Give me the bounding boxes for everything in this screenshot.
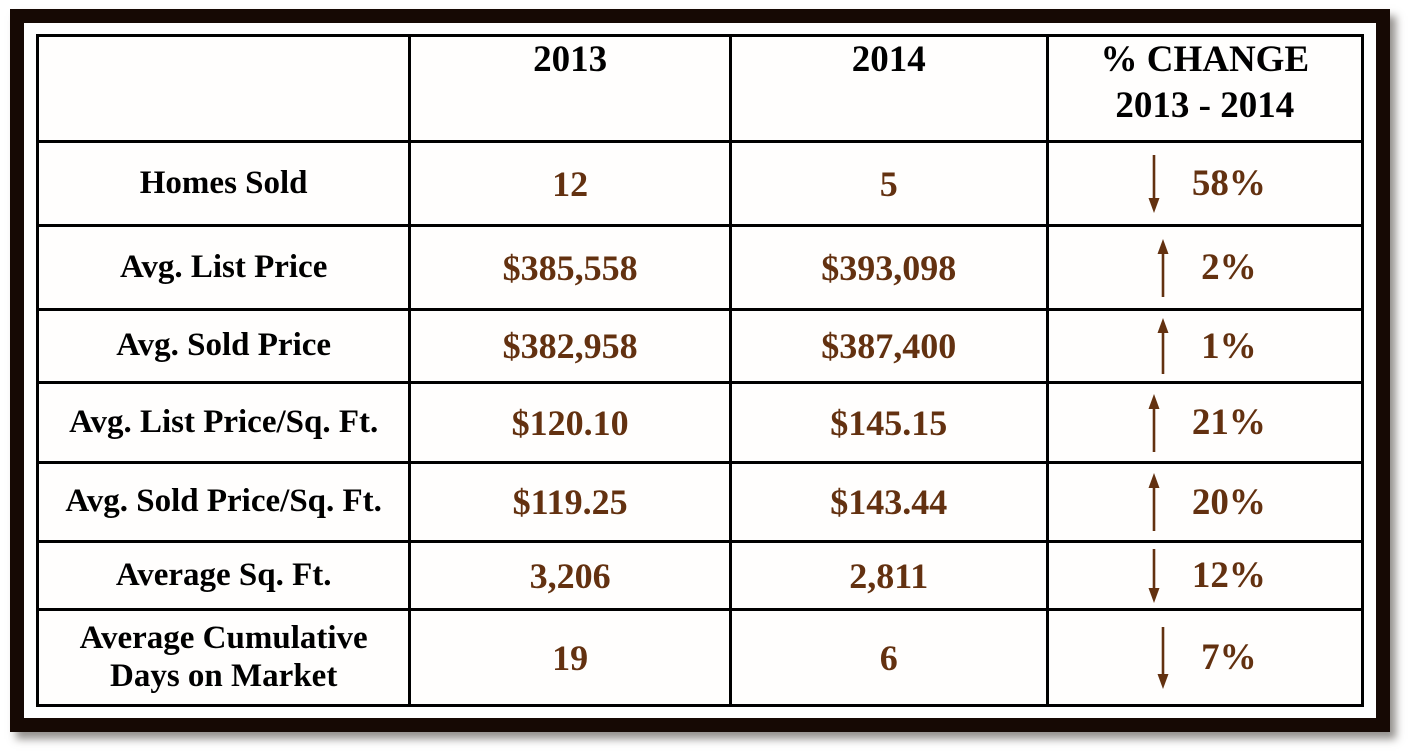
pct-change-line1: % CHANGE [1100,39,1310,80]
table-row-avg-list-price: Avg. List Price $385,558 $393,098 2% [35,224,1365,311]
down-arrow-icon [1153,626,1173,689]
pct-change-cell: 58% [1045,140,1365,227]
table-row-avg-list-price-sqft: Avg. List Price/Sq. Ft. $120.10 $145.15 … [35,381,1365,464]
value-2013: 12 [408,140,732,227]
value-2014: 2,811 [728,540,1049,611]
up-arrow-icon [1144,393,1164,452]
table-row-avg-sold-price-sqft: Avg. Sold Price/Sq. Ft. $119.25 $143.44 … [35,461,1365,543]
value-2014: 6 [728,608,1049,707]
pct-change-value: 1% [1201,325,1257,367]
value-2014: $393,098 [728,224,1049,311]
pct-change-value: 20% [1191,481,1266,523]
pct-change-cell: 20% [1045,461,1365,543]
pct-change-cell: 21% [1045,381,1365,464]
value-2014: $143.44 [728,461,1049,543]
value-2013: $119.25 [408,461,732,543]
header-row: 2013 2014 % CHANGE 2013 - 2014 [35,34,1365,143]
table-row-avg-sold-price: Avg. Sold Price $382,958 $387,400 1% [35,308,1365,384]
down-arrow-icon [1144,548,1164,603]
value-2014: 5 [728,140,1049,227]
pct-change-line2: 2013 - 2014 [1115,85,1295,127]
pct-change-value: 7% [1201,637,1257,678]
header-2013: 2013 [408,34,732,143]
value-2013: 19 [408,608,732,707]
value-2013: 3,206 [408,540,732,611]
up-arrow-icon [1153,318,1173,374]
pct-change-value: 58% [1191,163,1266,204]
up-arrow-icon [1153,238,1173,297]
table-row-homes-sold: Homes Sold 12 5 58% [35,140,1365,227]
table-row-avg-cumulative-dom: Average Cumulative Days on Market 19 6 7… [35,608,1365,707]
up-arrow-icon [1144,473,1164,531]
table-frame: 2013 2014 % CHANGE 2013 - 2014 Homes Sol… [10,9,1390,732]
row-label: Avg. Sold Price [35,308,412,384]
value-2014: $387,400 [728,308,1049,384]
row-label: Avg. List Price/Sq. Ft. [35,381,412,464]
value-2013: $385,558 [408,224,732,311]
pct-change-value: 21% [1191,402,1266,443]
row-label: Average Cumulative Days on Market [35,608,412,707]
row-label: Avg. List Price [35,224,412,311]
header-pct-change: % CHANGE 2013 - 2014 [1045,34,1365,143]
header-2014: 2014 [728,34,1049,143]
pct-change-cell: 7% [1045,608,1365,707]
table-row-average-sqft: Average Sq. Ft. 3,206 2,811 12% [35,540,1365,611]
row-label: Homes Sold [35,140,412,227]
down-arrow-icon [1144,154,1164,213]
pct-change-value: 12% [1191,555,1266,596]
value-2013: $120.10 [408,381,732,464]
pct-change-cell: 1% [1045,308,1365,384]
pct-change-cell: 2% [1045,224,1365,311]
value-2013: $382,958 [408,308,732,384]
header-empty-cell [35,34,412,143]
value-2014: $145.15 [728,381,1049,464]
pct-change-value: 2% [1201,247,1257,288]
row-label: Avg. Sold Price/Sq. Ft. [35,461,412,543]
market-stats-table: 2013 2014 % CHANGE 2013 - 2014 Homes Sol… [35,34,1365,707]
pct-change-cell: 12% [1045,540,1365,611]
row-label: Average Sq. Ft. [35,540,412,611]
